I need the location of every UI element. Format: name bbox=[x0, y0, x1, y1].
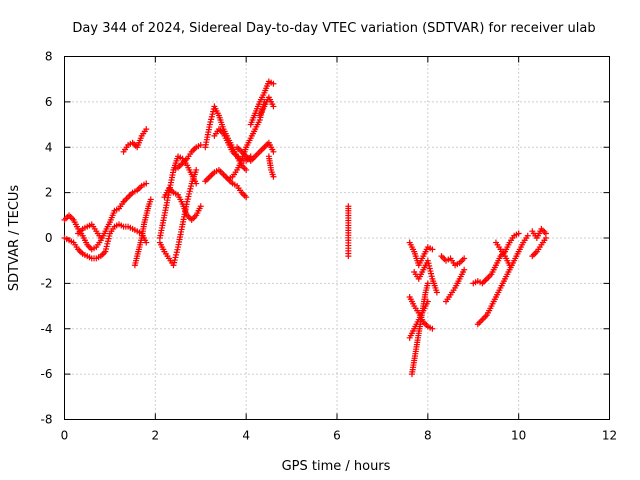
data-point bbox=[524, 232, 531, 239]
x-tick-label: 6 bbox=[333, 429, 341, 443]
data-point bbox=[424, 280, 431, 287]
series-arc-18 bbox=[265, 153, 277, 180]
series-arc-31 bbox=[529, 225, 549, 241]
y-tick-label: 4 bbox=[45, 140, 53, 154]
x-tick-label: 2 bbox=[152, 429, 160, 443]
data-point bbox=[433, 289, 440, 296]
data-point bbox=[143, 126, 150, 133]
data-point bbox=[461, 266, 468, 273]
y-tick-label: 6 bbox=[45, 95, 53, 109]
x-tick-label: 12 bbox=[602, 429, 617, 443]
data-point bbox=[429, 246, 436, 253]
series-arc-30 bbox=[529, 235, 549, 260]
data-point bbox=[270, 173, 277, 180]
data-point bbox=[270, 80, 277, 87]
y-tick-label: -6 bbox=[41, 367, 53, 381]
y-tick-label: -4 bbox=[41, 322, 53, 336]
grid-lines bbox=[64, 56, 610, 420]
data-point bbox=[270, 103, 277, 110]
series-arc-26 bbox=[443, 266, 468, 305]
data-point bbox=[506, 262, 513, 269]
series-arc-05 bbox=[120, 180, 150, 205]
chart-title: Day 344 of 2024, Sidereal Day-to-day VTE… bbox=[72, 21, 595, 36]
series-arc-10 bbox=[170, 141, 204, 173]
data-point bbox=[515, 230, 522, 237]
data-point bbox=[143, 239, 150, 246]
series-arc-01 bbox=[61, 221, 150, 262]
series-arc-07 bbox=[156, 153, 200, 241]
axis-ticks: 0 2 4 6 8 10 12 -8 -6 -4 -2 0 2 4 6 8 bbox=[41, 50, 618, 443]
series-arc-22 bbox=[408, 280, 431, 378]
series-arc-16 bbox=[247, 78, 277, 128]
series-arc-03 bbox=[75, 221, 104, 241]
data-point bbox=[147, 196, 154, 203]
y-tick-label: -2 bbox=[41, 276, 53, 290]
data-point bbox=[143, 180, 150, 187]
data-point bbox=[197, 141, 204, 148]
data-point bbox=[270, 148, 277, 155]
x-tick-label: 10 bbox=[511, 429, 526, 443]
data-point bbox=[345, 253, 352, 260]
x-tick-label: 8 bbox=[424, 429, 432, 443]
y-tick-label: 0 bbox=[45, 231, 53, 245]
series-arc-15 bbox=[234, 139, 277, 164]
data-point bbox=[193, 166, 200, 173]
data-point bbox=[97, 235, 104, 241]
data-point bbox=[429, 325, 436, 332]
data-point bbox=[243, 194, 250, 201]
series-arc-06 bbox=[131, 196, 154, 269]
data-points bbox=[61, 78, 549, 378]
data-point bbox=[542, 230, 549, 237]
x-tick-label: 4 bbox=[242, 429, 250, 443]
data-point bbox=[461, 255, 468, 262]
series-arc-04 bbox=[120, 126, 150, 155]
series-arc-25 bbox=[438, 253, 468, 269]
data-point bbox=[197, 203, 204, 210]
series-arc-09 bbox=[161, 185, 204, 223]
series-arc-28 bbox=[474, 232, 531, 328]
y-tick-label: -8 bbox=[41, 413, 53, 427]
y-tick-label: 8 bbox=[45, 50, 53, 64]
y-tick-label: 2 bbox=[45, 186, 53, 200]
series-arc-23 bbox=[406, 239, 436, 269]
series-arc-24 bbox=[411, 257, 440, 296]
y-axis-label: SDTVAR / TECUs bbox=[7, 185, 22, 292]
x-axis-label: GPS time / hours bbox=[282, 459, 391, 474]
x-tick-label: 0 bbox=[61, 429, 69, 443]
data-point bbox=[243, 166, 250, 173]
series-arc-17 bbox=[256, 94, 277, 119]
series-arc-19 bbox=[345, 203, 352, 260]
series-arc-29 bbox=[492, 239, 513, 269]
series-arc-12 bbox=[202, 166, 250, 201]
